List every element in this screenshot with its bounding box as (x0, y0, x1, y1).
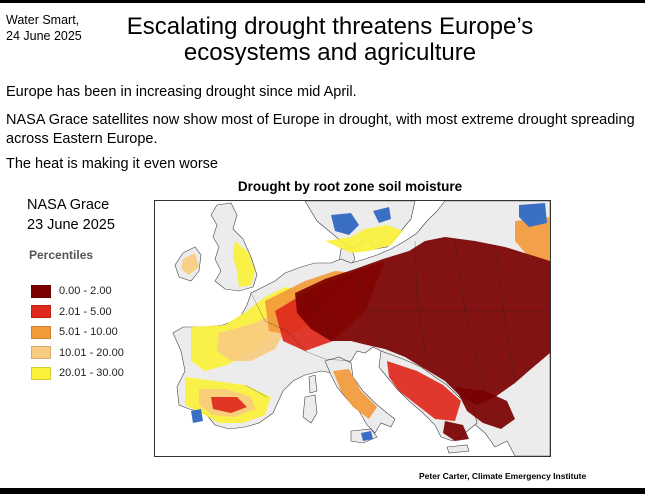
legend-label: 5.01 - 10.00 (59, 326, 118, 339)
satellite-name: NASA Grace (27, 197, 110, 213)
drought-zone-red-balkans (387, 361, 461, 421)
source-date: 24 June 2025 (6, 29, 82, 43)
paragraph-satellites: NASA Grace satellites now show most of E… (6, 112, 635, 147)
legend-item: 5.01 - 10.00 (31, 322, 124, 343)
legend-swatch (31, 284, 51, 298)
legend-label: 20.01 - 30.00 (59, 367, 124, 380)
legend: 0.00 - 2.00 2.01 - 5.00 5.01 - 10.00 10.… (31, 281, 124, 384)
source-name: Water Smart, (6, 13, 80, 27)
drought-map (154, 200, 551, 457)
legend-label: 10.01 - 20.00 (59, 346, 124, 359)
legend-swatch (31, 325, 51, 339)
drought-zone-orange-east (515, 217, 550, 261)
paragraph-intro: Europe has been in increasing drought si… (6, 84, 357, 100)
drought-zone-extreme-balkans (455, 387, 515, 429)
wet-zone-iberia (191, 409, 203, 423)
wet-zone-scandinavia (331, 213, 359, 235)
drought-zone-light-orange-ireland (181, 253, 199, 275)
wet-zone-norway (373, 207, 391, 223)
legend-swatch (31, 346, 51, 360)
country-borders (244, 238, 550, 398)
drought-overlay (181, 203, 550, 441)
credit-label: Peter Carter, Climate Emergency Institut… (419, 471, 587, 481)
sardinia-landmass (302, 394, 318, 424)
legend-swatch (31, 366, 51, 380)
drought-map-svg (155, 201, 550, 456)
drought-zone-extreme-greece (443, 421, 469, 441)
legend-item: 2.01 - 5.00 (31, 302, 124, 323)
corsica-landmass (308, 374, 318, 394)
drought-zone-orange-italy (333, 369, 377, 419)
legend-title: Percentiles (29, 248, 94, 262)
satellite-date: 23 June 2025 (27, 217, 115, 233)
map-title: Drought by root zone soil moisture (237, 179, 463, 194)
legend-swatch (31, 305, 51, 319)
bottom-frame-bar (0, 488, 645, 494)
drought-zone-yellow-north (325, 225, 403, 253)
legend-label: 2.01 - 5.00 (59, 305, 112, 318)
drought-zone-yellow-britain (233, 241, 255, 287)
drought-zone-extreme-east (295, 237, 550, 405)
drought-zone-red-iberia (211, 397, 247, 413)
crete-landmass (446, 444, 470, 454)
legend-item: 20.01 - 30.00 (31, 363, 124, 384)
satellite-label: NASA Grace 23 June 2025 (27, 195, 115, 235)
source-label: Water Smart, 24 June 2025 (6, 12, 82, 44)
legend-item: 0.00 - 2.00 (31, 281, 124, 302)
paragraph-heat: The heat is making it even worse (6, 156, 218, 172)
top-frame-bar (0, 0, 645, 3)
wet-zone-baltic (519, 203, 547, 227)
legend-label: 0.00 - 2.00 (59, 285, 112, 298)
legend-item: 10.01 - 20.00 (31, 343, 124, 364)
wet-zone-sicily (361, 431, 373, 441)
slide-title: Escalating drought threatens Europe’s ec… (126, 13, 534, 66)
